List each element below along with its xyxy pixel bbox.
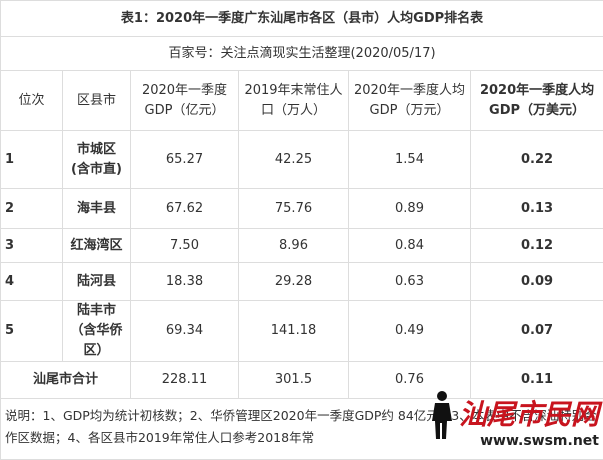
cell: 0.84 xyxy=(349,229,471,263)
cell: 1 xyxy=(1,131,63,189)
watermark-url: www.swsm.net xyxy=(459,433,599,449)
watermark: 汕尾市民网 www.swsm.net xyxy=(459,393,599,449)
cell: 0.22 xyxy=(471,131,603,189)
total-cell: 228.11 xyxy=(131,362,239,399)
cell: 陆丰市 （含华侨区） xyxy=(63,301,131,362)
header-cell: 2020年一季度人均GDP（万元） xyxy=(349,71,471,131)
cell: 0.07 xyxy=(471,301,603,362)
cell: 7.50 xyxy=(131,229,239,263)
header-cell: 位次 xyxy=(1,71,63,131)
cell: 4 xyxy=(1,263,63,301)
cell: 海丰县 xyxy=(63,189,131,229)
cell: 18.38 xyxy=(131,263,239,301)
cell: 8.96 xyxy=(239,229,349,263)
cell: 陆河县 xyxy=(63,263,131,301)
cell: 0.09 xyxy=(471,263,603,301)
header-cell: 2020年一季度GDP（亿元） xyxy=(131,71,239,131)
watermark-figure xyxy=(427,389,457,441)
cell: 0.13 xyxy=(471,189,603,229)
cell: 69.34 xyxy=(131,301,239,362)
cell: 0.12 xyxy=(471,229,603,263)
header-cell: 区县市 xyxy=(63,71,131,131)
cell: 65.27 xyxy=(131,131,239,189)
cell: 0.89 xyxy=(349,189,471,229)
cell: 42.25 xyxy=(239,131,349,189)
title: 表1：2020年一季度广东汕尾市各区（县市）人均GDP排名表 xyxy=(1,1,603,37)
cell: 1.54 xyxy=(349,131,471,189)
cell: 75.76 xyxy=(239,189,349,229)
total-cell: 301.5 xyxy=(239,362,349,399)
cell: 0.63 xyxy=(349,263,471,301)
cell: 29.28 xyxy=(239,263,349,301)
cell: 市城区 (含市直) xyxy=(63,131,131,189)
header-cell: 2019年末常住人口（万人） xyxy=(239,71,349,131)
cell: 2 xyxy=(1,189,63,229)
total-cell: 汕尾市合计 xyxy=(1,362,131,399)
header-cell: 2020年一季度人均GDP（万美元） xyxy=(471,71,603,131)
cell: 141.18 xyxy=(239,301,349,362)
cell: 红海湾区 xyxy=(63,229,131,263)
subtitle: 百家号：关注点滴现实生活整理(2020/05/17) xyxy=(1,37,603,71)
cell: 0.49 xyxy=(349,301,471,362)
cell: 5 xyxy=(1,301,63,362)
cell: 67.62 xyxy=(131,189,239,229)
cell: 3 xyxy=(1,229,63,263)
watermark-name: 汕尾市民网 xyxy=(459,393,599,433)
